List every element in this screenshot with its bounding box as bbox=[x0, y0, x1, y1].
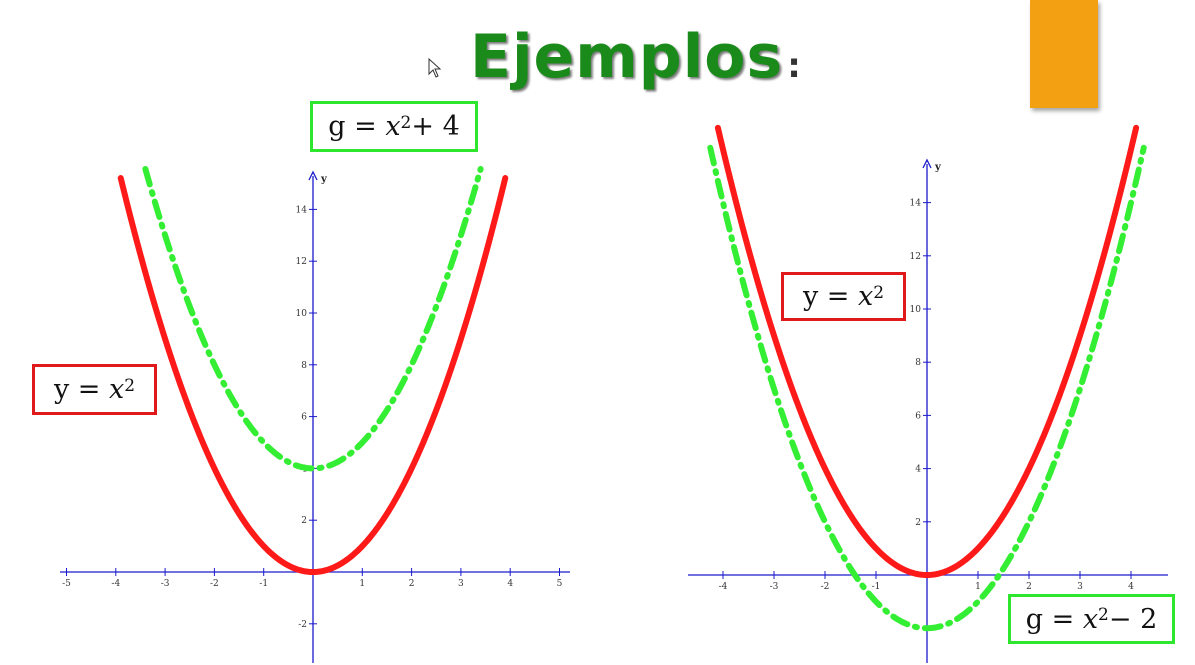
x-tick-label: -4 bbox=[111, 579, 120, 589]
y-tick-label: 10 bbox=[296, 309, 308, 319]
y-tick-label: 8 bbox=[301, 361, 307, 371]
x-tick-label: 4 bbox=[507, 579, 513, 589]
y-axis-arrow bbox=[922, 158, 932, 169]
eq-exponent: 2 bbox=[400, 112, 412, 133]
x-tick-label: 2 bbox=[1026, 582, 1032, 592]
y-tick-label: 14 bbox=[910, 199, 922, 209]
eq-exponent: 2 bbox=[124, 375, 136, 396]
x-tick-label: 5 bbox=[557, 579, 563, 589]
y-tick-label: 8 bbox=[915, 358, 921, 368]
x-tick-label: -5 bbox=[62, 579, 71, 589]
eq-var: x bbox=[1082, 603, 1099, 635]
x-tick-label: 3 bbox=[1077, 582, 1083, 592]
orange-corner-tab bbox=[1030, 0, 1098, 108]
y-tick-label: 6 bbox=[915, 411, 921, 421]
shifted-parabola-curve bbox=[142, 166, 484, 472]
y-axis-arrow bbox=[308, 170, 318, 181]
x-tick-label: 3 bbox=[458, 579, 464, 589]
slide-title-text: Ejemplos bbox=[470, 22, 784, 92]
eq-lhs: y bbox=[53, 374, 70, 405]
base-parabola-curve bbox=[714, 124, 1140, 579]
x-tick-label: 2 bbox=[409, 579, 415, 589]
eq-lhs: g bbox=[328, 111, 346, 142]
y-tick-label: 10 bbox=[910, 305, 922, 315]
y-axis-label: y bbox=[320, 174, 328, 185]
shifted-parabola-curve bbox=[707, 144, 1147, 632]
y-tick-label: 4 bbox=[915, 465, 921, 475]
x-tick-label: -3 bbox=[770, 582, 779, 592]
y-tick-label: 2 bbox=[301, 516, 307, 526]
x-tick-label: -1 bbox=[872, 582, 881, 592]
y-axis-label: y bbox=[934, 162, 942, 173]
x-tick-label: -3 bbox=[161, 579, 170, 589]
slide-title: Ejemplos: bbox=[470, 22, 801, 102]
y-tick-label: 6 bbox=[301, 413, 307, 423]
x-tick-label: 1 bbox=[975, 582, 981, 592]
mouse-pointer-icon bbox=[428, 58, 442, 78]
slide-title-colon: : bbox=[787, 46, 802, 86]
x-tick-label: -2 bbox=[210, 579, 219, 589]
x-tick-label: 1 bbox=[359, 579, 365, 589]
eq-var: x bbox=[858, 281, 874, 312]
x-tick-label: 4 bbox=[1128, 582, 1134, 592]
eq-exponent: 2 bbox=[1098, 605, 1109, 625]
eq-rest: − 2 bbox=[1108, 603, 1158, 635]
y-tick-label: 12 bbox=[910, 252, 921, 262]
x-tick-label: -4 bbox=[719, 582, 728, 592]
x-tick-label: -1 bbox=[259, 579, 268, 589]
y-tick-label: -2 bbox=[298, 620, 307, 630]
eq-lhs: y bbox=[802, 281, 819, 312]
eq-exponent: 2 bbox=[873, 282, 885, 303]
y-tick-label: 2 bbox=[915, 518, 921, 528]
x-tick-label: -2 bbox=[821, 582, 830, 592]
y-tick-label: 12 bbox=[296, 257, 307, 267]
eq-var: x bbox=[109, 374, 125, 405]
y-tick-label: 14 bbox=[296, 205, 308, 215]
eq-rest: + 4 bbox=[411, 111, 460, 142]
base-parabola-curve bbox=[117, 175, 509, 576]
eq-var: x bbox=[385, 111, 401, 142]
eq-lhs: g bbox=[1025, 603, 1044, 635]
